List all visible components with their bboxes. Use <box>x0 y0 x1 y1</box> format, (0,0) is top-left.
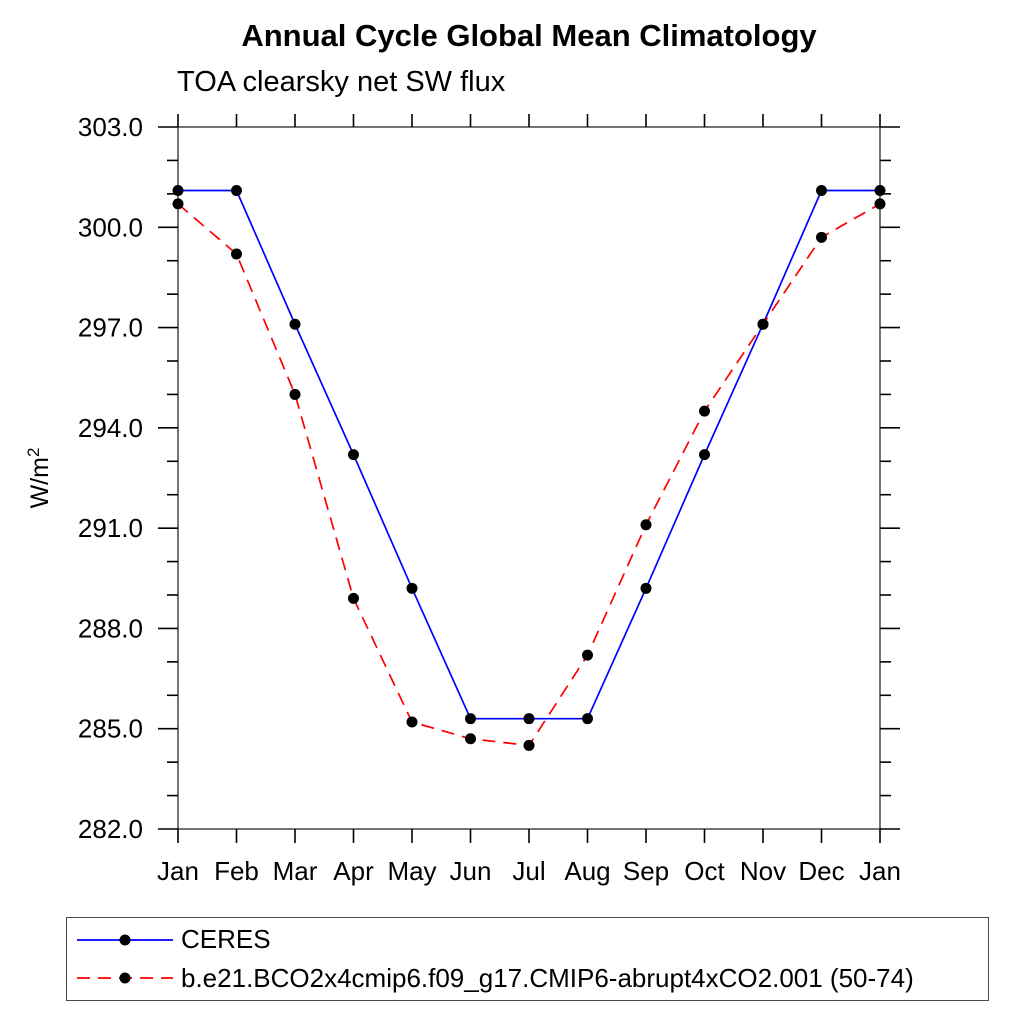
y-tick-label: 288.0 <box>78 613 143 643</box>
y-tick-label: 282.0 <box>78 814 143 844</box>
y-tick-label: 300.0 <box>78 212 143 242</box>
y-tick-label: 285.0 <box>78 714 143 744</box>
legend: CERES b.e21.BCO2x4cmip6.f09_g17.CMIP6-ab… <box>66 917 989 1001</box>
data-point <box>640 519 652 531</box>
x-tick-label: Dec <box>798 856 844 886</box>
legend-line-sample-ceres <box>77 934 173 946</box>
x-tick-label: Jan <box>157 856 199 886</box>
x-tick-label: Nov <box>740 856 786 886</box>
legend-item-model: b.e21.BCO2x4cmip6.f09_g17.CMIP6-abrupt4x… <box>73 961 988 995</box>
x-tick-label: Aug <box>564 856 610 886</box>
x-tick-label: Sep <box>623 856 669 886</box>
x-tick-labels: Jan Feb Mar Apr May Jun Jul Aug Sep Oct Nov Dec Jan <box>157 856 901 886</box>
legend-label-model: b.e21.BCO2x4cmip6.f09_g17.CMIP6-abrupt4x… <box>181 962 914 993</box>
y-tick-label: 291.0 <box>78 513 143 543</box>
y-tick-label: 303.0 <box>78 112 143 142</box>
y-ticks <box>158 126 900 830</box>
data-point <box>465 713 476 725</box>
data-point <box>406 716 418 728</box>
data-point <box>640 582 652 594</box>
data-point <box>582 649 593 661</box>
data-point <box>699 449 710 461</box>
data-point <box>231 185 242 197</box>
data-point <box>874 185 886 197</box>
data-point <box>172 185 184 197</box>
chart-title: Annual Cycle Global Mean Climatology <box>241 18 817 53</box>
x-tick-label: Jul <box>512 856 545 886</box>
y-tick-label: 294.0 <box>78 413 143 443</box>
data-point <box>348 449 359 461</box>
data-point <box>465 733 476 745</box>
legend-label-ceres: CERES <box>181 924 271 955</box>
series-line <box>177 203 881 747</box>
data-point <box>289 318 301 330</box>
data-point <box>874 198 886 210</box>
data-point <box>816 185 827 197</box>
x-tick-label: Jun <box>450 856 492 886</box>
x-tick-label: Jan <box>859 856 901 886</box>
series-line <box>178 189 880 720</box>
data-point <box>231 248 242 260</box>
x-tick-label: Oct <box>684 856 725 886</box>
x-tick-label: Feb <box>214 856 259 886</box>
legend-line-sample-model <box>77 972 173 984</box>
chart-subtitle: TOA clearsky net SW flux <box>177 66 506 98</box>
x-ticks <box>177 114 881 843</box>
series-model <box>172 198 886 751</box>
x-tick-label: Apr <box>333 856 374 886</box>
series-ceres <box>172 185 886 725</box>
data-point <box>523 739 535 751</box>
data-point <box>582 713 593 725</box>
data-point <box>816 231 827 243</box>
data-point <box>699 405 710 417</box>
legend-item-ceres: CERES <box>73 923 988 957</box>
data-point <box>172 198 184 210</box>
y-tick-label: 297.0 <box>78 313 143 343</box>
y-axis-label: W/m2 <box>24 448 54 509</box>
x-tick-label: May <box>387 856 436 886</box>
data-point <box>757 318 769 330</box>
data-point <box>523 713 535 725</box>
y-tick-labels: 282.0 285.0 288.0 291.0 294.0 297.0 300.0 303.0 <box>78 112 143 844</box>
data-point <box>348 592 359 604</box>
data-point <box>289 388 301 400</box>
x-tick-label: Mar <box>273 856 318 886</box>
data-point <box>406 582 418 594</box>
